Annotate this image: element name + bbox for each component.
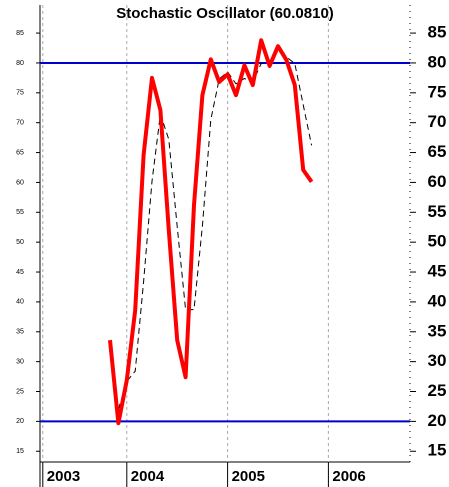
- y-tick-label: 60: [428, 172, 447, 191]
- y-tick-label: 60: [16, 179, 24, 186]
- y-tick-label: 15: [16, 448, 24, 455]
- y-tick-label: 55: [16, 209, 24, 216]
- y-tick-label: 80: [16, 60, 24, 67]
- y-tick-label: 20: [16, 418, 24, 425]
- y-tick-label: 45: [428, 262, 447, 281]
- y-tick-label: 40: [16, 299, 24, 306]
- y-tick-label: 35: [16, 329, 24, 336]
- y-tick-label: 65: [428, 142, 447, 161]
- y-tick-label: 30: [16, 358, 24, 365]
- y-tick-label: 70: [428, 112, 447, 131]
- y-tick-label: 15: [428, 441, 447, 460]
- y-tick-label: 85: [428, 23, 447, 42]
- y-tick-label: 80: [428, 52, 447, 71]
- chart-title: Stochastic Oscillator (60.0810): [116, 5, 334, 22]
- y-tick-label: 30: [428, 351, 447, 370]
- y-tick-label: 50: [428, 232, 447, 251]
- y-tick-label: 45: [16, 269, 24, 276]
- y-tick-label: 85: [16, 30, 24, 37]
- x-tick-label: 2005: [232, 468, 265, 485]
- y-tick-label: 65: [16, 149, 24, 156]
- y-tick-label: 25: [16, 388, 24, 395]
- y-tick-label: 25: [428, 381, 447, 400]
- x-tick-label: 2004: [131, 468, 165, 485]
- y-tick-label: 40: [428, 291, 447, 310]
- y-tick-label: 55: [428, 202, 447, 221]
- y-tick-label: 20: [428, 411, 447, 430]
- y-tick-label: 35: [428, 321, 447, 340]
- y-tick-label: 70: [16, 120, 24, 127]
- y-tick-label: 75: [428, 82, 447, 101]
- x-tick-label: 2003: [47, 468, 80, 485]
- y-tick-label: 50: [16, 239, 24, 246]
- y-tick-label: 75: [16, 90, 24, 97]
- x-tick-label: 2006: [332, 468, 365, 485]
- oscillator-line: [108, 38, 314, 426]
